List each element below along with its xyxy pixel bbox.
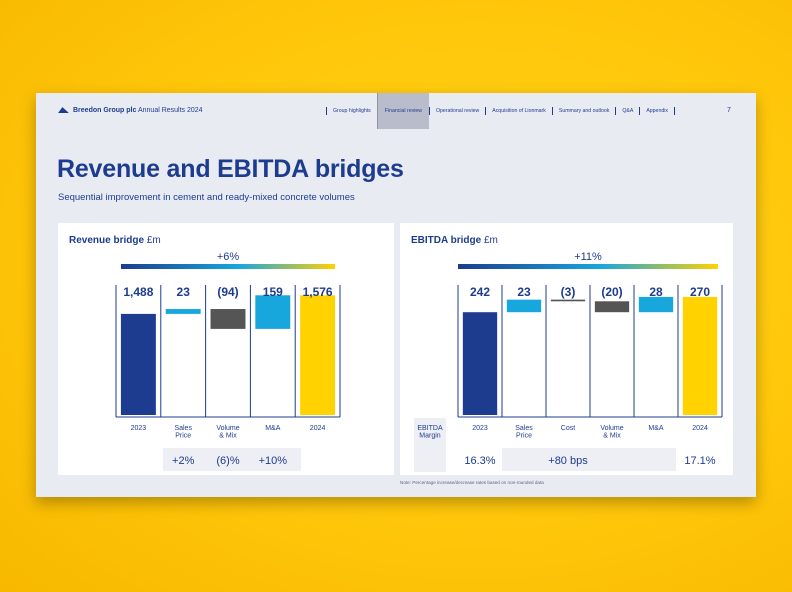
brand-name: Breedon Group plc [73,107,137,114]
value-label: 23 [517,285,531,299]
ebitda-footer-band [502,448,676,471]
growth-gradient-bar [121,264,335,269]
category-label: Price [175,433,191,440]
bar-cost [550,299,586,302]
brand-suffix: Annual Results 2024 [137,107,203,114]
growth-gradient-bar [458,264,718,269]
ebitda-chart-title: EBITDA bridge £m [411,235,498,246]
bar-2023 [120,313,156,415]
nav-appendix[interactable]: Appendix [639,107,675,115]
value-label: 28 [649,285,663,299]
category-label: 2024 [692,425,708,432]
nav-financial-review[interactable]: Financial review [376,93,429,129]
category-label: Sales [174,425,192,432]
growth-label: +6% [217,251,240,263]
ebitda-bridge-panel: EBITDA bridge £m +11% 242 2023 23 Sales Price… [400,223,733,475]
value-label: (3) [561,285,576,299]
value-label: 23 [177,285,191,299]
section-nav: Group highlights Financial review Operat… [326,93,675,129]
bar-2023 [462,312,498,415]
bar-m-a [255,295,291,329]
value-label: 1,488 [123,285,153,299]
category-label: Volume [216,425,239,432]
header-bar: Breedon Group plc Annual Results 2024 Gr… [36,93,756,129]
margin-start-value: 16.3% [464,455,495,467]
bar-sales-price [165,309,201,314]
footnote: Note: Percentage increase/decrease rates… [400,480,544,485]
bar-m-a [638,296,674,313]
value-label: 1,576 [303,285,333,299]
category-label: Volume [600,425,623,432]
nav-group-highlights[interactable]: Group highlights [326,107,377,115]
nav-acquisition-lionmark[interactable]: Acquisition of Lionmark [485,107,552,115]
nav-qa[interactable]: Q&A [615,107,639,115]
category-label: Price [516,433,532,440]
category-label: Sales [515,425,533,432]
margin-change-value: +80 bps [548,455,588,467]
page-title: Revenue and EBITDA bridges [57,155,404,183]
footer-change-value: +2% [172,455,195,467]
nav-summary-outlook[interactable]: Summary and outlook [551,107,615,115]
growth-label: +11% [574,251,602,263]
bar-sales-price [506,299,542,313]
margin-end-value: 17.1% [684,455,715,467]
value-label: 270 [690,285,710,299]
category-label: M&A [648,425,664,432]
category-label: 2024 [310,425,326,432]
category-label: & Mix [219,433,237,440]
bar-volume-mix [594,301,630,313]
page-subtitle: Sequential improvement in cement and rea… [58,192,355,203]
margin-row-label: Margin [419,433,441,440]
value-label: (94) [217,285,238,299]
footer-change-value: +10% [259,455,288,467]
value-label: 159 [263,285,283,299]
breedon-logo-icon [58,107,69,114]
ebitda-margin-label-band [414,418,446,472]
category-label: 2023 [472,425,488,432]
footer-change-value: (6)% [216,455,239,467]
bar-2024 [682,296,718,415]
margin-row-label: EBITDA [417,425,443,432]
bar-volume-mix [210,309,246,329]
revenue-bridge-panel: Revenue bridge £m +6% 1,488 2023 23 Sales Pri… [58,223,394,475]
revenue-chart-title: Revenue bridge £m [69,235,161,246]
value-label: 242 [470,285,490,299]
category-label: M&A [265,425,281,432]
page-number: 7 [727,107,731,114]
slide: Breedon Group plc Annual Results 2024 Gr… [36,93,756,497]
category-label: & Mix [603,433,621,440]
bar-2024 [300,295,336,415]
revenue-footer-band [163,448,301,471]
brand: Breedon Group plc Annual Results 2024 [58,107,203,114]
category-label: Cost [561,425,575,432]
category-label: 2023 [131,425,147,432]
value-label: (20) [601,285,622,299]
nav-operational-review[interactable]: Operational review [428,107,485,115]
